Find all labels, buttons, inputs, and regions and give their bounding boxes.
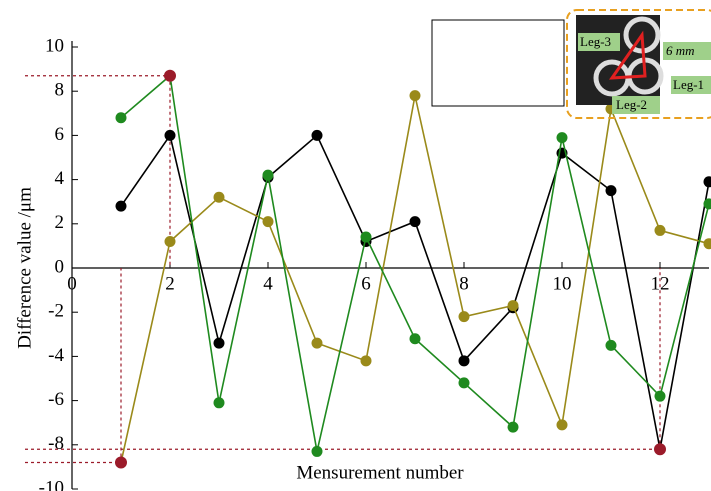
- inset-triangle: [608, 30, 647, 80]
- data-point: [458, 355, 470, 367]
- data-point: [311, 129, 323, 141]
- data-point: [115, 200, 127, 212]
- data-point: [556, 419, 568, 431]
- data-point: [360, 355, 372, 367]
- inset-label: Leg-3: [580, 34, 611, 49]
- data-point: [213, 397, 225, 409]
- y-tick-label: -10: [39, 477, 64, 491]
- inset-label-bg: [612, 96, 660, 114]
- data-point: [164, 129, 176, 141]
- inset-label-bg: [663, 42, 711, 60]
- y-tick-label: 0: [55, 256, 65, 277]
- data-point: [507, 300, 519, 312]
- y-tick-label: -8: [48, 433, 64, 454]
- data-point: [654, 224, 666, 236]
- data-point: [311, 337, 323, 349]
- series-line: [120, 95, 710, 463]
- data-point: [360, 231, 372, 243]
- x-tick-label: 12: [651, 273, 670, 294]
- inset-label-bg: [671, 76, 711, 94]
- data-point: [164, 235, 176, 247]
- y-tick-label: -4: [48, 345, 64, 366]
- data-point: [262, 216, 274, 228]
- inset: Leg-3 6 mm Leg-1 Leg-2: [566, 9, 711, 119]
- data-point: [703, 176, 711, 188]
- inset-label-bg: [578, 33, 620, 51]
- data-point: [654, 390, 666, 402]
- y-axis-title: Difference value /μm: [14, 187, 35, 349]
- data-point: [115, 112, 127, 124]
- data-point: [458, 311, 470, 323]
- x-tick-label: 2: [165, 273, 175, 294]
- data-point: [409, 216, 421, 228]
- data-point: [458, 377, 470, 389]
- data-point: [507, 421, 519, 433]
- data-point: [409, 333, 421, 345]
- inset-label: 6 mm: [666, 43, 695, 58]
- y-tick-label: -6: [48, 389, 64, 410]
- data-point: [605, 185, 617, 197]
- data-point: [213, 337, 225, 349]
- y-tick-label: 2: [55, 212, 65, 233]
- y-tick-label: -2: [48, 301, 64, 322]
- data-point: [409, 90, 421, 102]
- x-tick-label: 10: [553, 273, 572, 294]
- x-tick-label: 6: [361, 273, 371, 294]
- data-point: [311, 445, 323, 457]
- highlight-point: [164, 69, 176, 82]
- y-tick-label: 6: [55, 124, 65, 145]
- data-point: [213, 191, 225, 203]
- highlight-point: [654, 443, 666, 456]
- y-tick-label: 10: [45, 35, 64, 56]
- x-tick-label: 4: [263, 273, 273, 294]
- data-point: [703, 238, 711, 250]
- inset-label: Leg-1: [673, 77, 704, 92]
- inset-label: Leg-2: [616, 97, 647, 112]
- y-tick-label: 4: [55, 168, 65, 189]
- inset-frame: [566, 9, 711, 119]
- x-axis-title: Mensurement number: [296, 462, 464, 483]
- data-point: [556, 132, 568, 144]
- legend: [431, 19, 565, 107]
- x-tick-label: 0: [67, 273, 77, 294]
- data-point: [703, 198, 711, 210]
- x-tick-label: 8: [459, 273, 469, 294]
- highlight-point: [115, 456, 127, 469]
- data-point: [262, 169, 274, 181]
- series-line: [120, 133, 710, 450]
- y-tick-label: 8: [55, 80, 65, 101]
- data-point: [605, 339, 617, 351]
